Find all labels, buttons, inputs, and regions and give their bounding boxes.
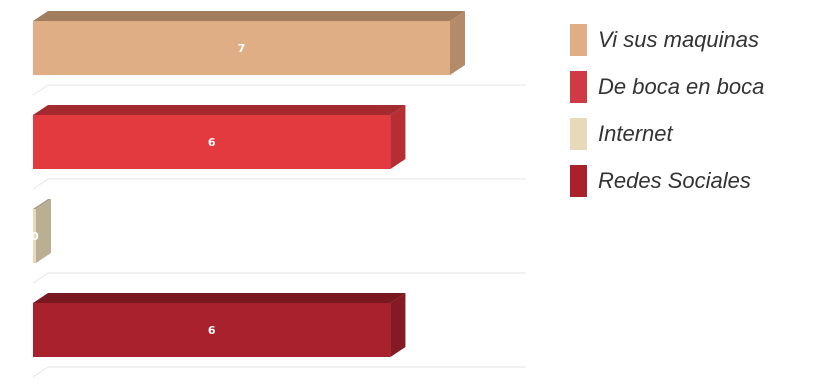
gridline-stub [32,272,49,284]
bar-side-face [450,11,465,75]
bar [33,209,36,263]
legend-label: Redes Sociales [598,168,751,193]
gridline-stub [32,366,49,378]
legend-swatch [570,24,587,56]
data-label: 6 [208,324,216,337]
legend-item-de-boca-en-boca[interactable]: De boca en boca [570,71,810,103]
bar [33,115,391,169]
bar-top-face [33,293,406,303]
bar-side-face [36,199,51,263]
legend-label: De boca en boca [598,74,765,99]
data-label: 7 [238,42,246,55]
bar [33,303,391,357]
legend-swatch [570,71,587,103]
legend-item-vi-sus-maquinas[interactable]: Vi sus maquinas [570,24,810,56]
gridline-stub [32,84,49,96]
legend-label: Internet [598,121,673,146]
chart-legend: Vi sus maquinas De boca en boca Internet… [570,24,810,212]
legend-item-redes-sociales[interactable]: Redes Sociales [570,165,810,197]
bar-top-face [33,199,51,209]
bar-side-face [390,293,406,357]
legend-item-internet[interactable]: Internet [570,118,810,150]
gridline-stub [32,178,49,190]
bar-top-face [33,11,465,21]
bar-side-face [390,105,406,169]
legend-label: Vi sus maquinas [598,27,760,52]
data-label: 6 [208,136,216,149]
data-label: 0 [31,230,39,243]
legend-swatch [570,118,587,150]
bar-top-face [33,105,406,115]
bar-chart: 7 6 0 6 [31,11,526,378]
legend-swatch [570,165,587,197]
bar-chart-svg: 7 6 0 6 [31,11,526,378]
bar [33,21,450,75]
